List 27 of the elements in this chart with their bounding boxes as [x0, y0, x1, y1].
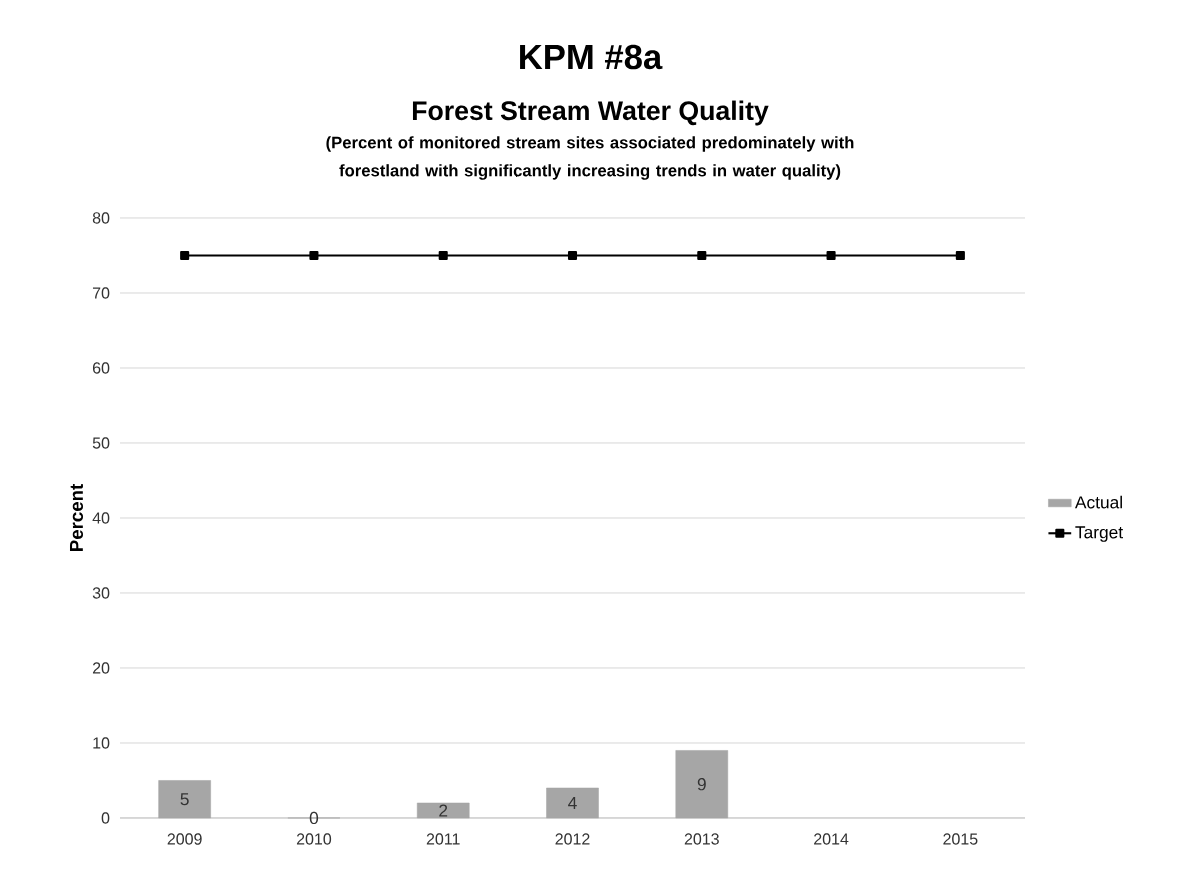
y-tick-label: 70 [92, 287, 110, 299]
chart-subtitle: Forest Stream Water Quality [412, 100, 769, 126]
data-label: 9 [697, 778, 706, 791]
text: (Percent of monitored stream sites associated predominately with forestland with significantly increasing trends in water quality) [326, 136, 854, 180]
data-label: 0 [309, 811, 319, 825]
data-label: 2 [439, 804, 448, 817]
x-tick-label: 2010 [296, 833, 332, 845]
x-tick-label: 2014 [814, 833, 849, 845]
data-label: 5 [180, 793, 189, 806]
y-tick-label: 0 [101, 812, 110, 824]
y-tick-label: 10 [93, 737, 110, 749]
y-tick-label: 20 [92, 662, 110, 674]
legend-label: Actual [1074, 495, 1122, 509]
y-tick-label: 30 [92, 587, 110, 599]
x-tick-label: 2011 [426, 833, 460, 845]
legend-label: Target [1075, 526, 1123, 542]
y-axis-title: Percent [69, 483, 84, 551]
y-tick-label: 40 [92, 512, 110, 524]
x-tick-label: 2012 [555, 833, 590, 845]
x-tick-label: 2013 [684, 833, 719, 845]
y-tick-label: 80 [92, 212, 110, 224]
y-tick-label: 50 [92, 437, 110, 449]
x-tick-label: 2015 [943, 833, 978, 845]
x-tick-label: 2009 [167, 833, 202, 845]
data-label: 4 [568, 797, 577, 809]
chart-title: KPM #8a [520, 44, 663, 70]
y-tick-label: 60 [92, 362, 110, 374]
